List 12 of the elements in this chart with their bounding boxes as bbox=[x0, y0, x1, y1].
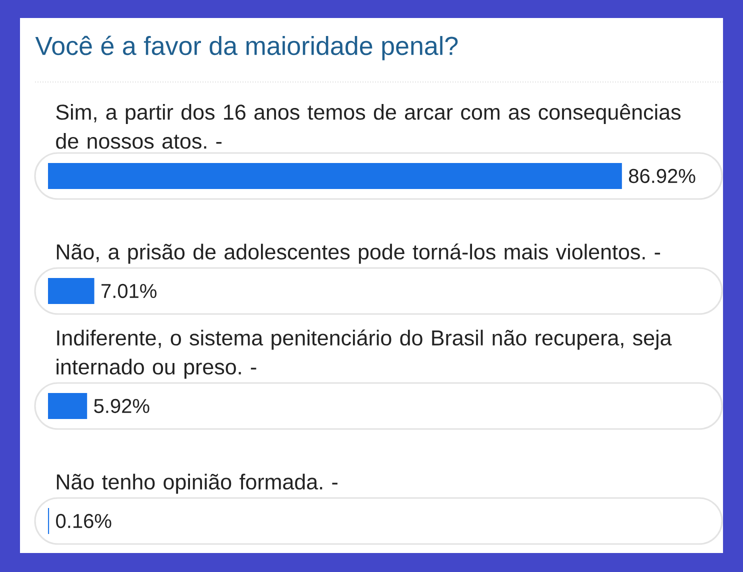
y-tick-label: Não, a prisão de adolescentes pode torná-los mais violentos. - bbox=[56, 243, 660, 264]
y-tick-label: Não tenho opinião formada. - bbox=[56, 474, 338, 494]
data-label: 0.16% bbox=[56, 514, 112, 528]
data-label: 5.92% bbox=[94, 398, 150, 414]
y-tick-label: Sim, a partir dos 16 anos temos de arcar com as consequências de nossos atos. - bbox=[56, 104, 681, 149]
data-label: 86.92% bbox=[628, 168, 696, 184]
data-label: 7.01% bbox=[102, 284, 156, 298]
bar bbox=[48, 393, 88, 419]
y-tick-label: Indiferente, o sistema penitenciário do Brasil não recupera, seja internado ou preso. - bbox=[56, 329, 672, 379]
chart-title: Você é a favor da maioridade penal? bbox=[35, 36, 458, 60]
bar bbox=[48, 162, 622, 189]
bar bbox=[48, 278, 94, 304]
